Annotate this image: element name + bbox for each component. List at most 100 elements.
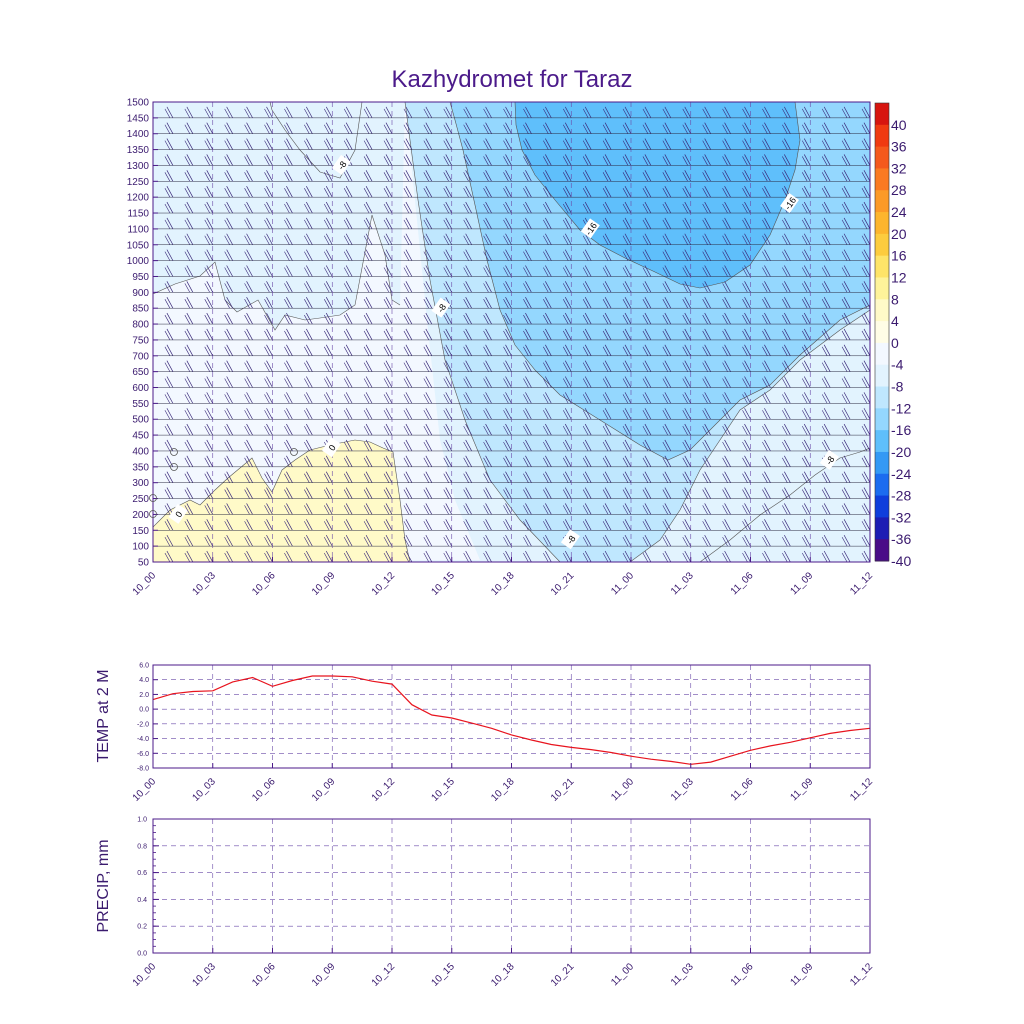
wind-barb [823, 170, 831, 182]
wind-barb [664, 265, 672, 277]
wind-barb [266, 201, 273, 214]
wind-barb [764, 487, 771, 499]
wind-barb [226, 344, 233, 356]
colorbar-swatch [875, 430, 889, 453]
wind-barb [764, 550, 771, 562]
wind-barb [644, 439, 652, 452]
wind-barb [405, 344, 413, 356]
wind-barb [843, 233, 851, 245]
wind-barb [584, 312, 592, 325]
wind-barb [724, 186, 731, 198]
wind-barb [405, 265, 413, 277]
temp-time-label: 10_18 [489, 776, 517, 804]
wind-barb [206, 455, 214, 467]
wind-barb [425, 233, 433, 245]
wind-barb [465, 312, 472, 325]
wind-barb [485, 423, 492, 436]
wind-barb [564, 439, 572, 452]
wind-barb [266, 297, 273, 309]
wind-barb [684, 265, 692, 277]
wind-barb [425, 376, 433, 388]
wind-barb [525, 328, 532, 341]
wind-barb [764, 328, 771, 341]
wind-barb [186, 439, 194, 452]
wind-barb [764, 392, 771, 404]
wind-barb [485, 534, 492, 547]
wind-barb [624, 487, 632, 499]
colorbar-swatch [875, 364, 889, 388]
wind-barb [246, 392, 253, 404]
wind-barb [724, 217, 731, 230]
wind-barb [306, 138, 313, 150]
wind-barb [803, 249, 811, 261]
wind-barb [286, 312, 293, 325]
wind-barb [345, 106, 353, 119]
wind-barb [644, 312, 652, 325]
wind-barb [584, 138, 592, 150]
wind-barb [644, 487, 652, 499]
wind-barb [186, 233, 194, 245]
wind-barb [545, 360, 552, 372]
contour-lines [153, 102, 870, 562]
wind-barb [823, 344, 831, 356]
wind-barb [206, 344, 214, 356]
wind-barb [385, 360, 393, 372]
height-tick-label: 850 [132, 304, 149, 315]
wind-barb [584, 550, 592, 562]
wind-barb [803, 455, 811, 467]
wind-barb [286, 423, 293, 436]
wind-barb [604, 519, 612, 531]
wind-barb [186, 122, 194, 134]
contour-band-plus0 [153, 440, 410, 562]
wind-barb [206, 487, 214, 499]
wind-barb [206, 376, 214, 388]
wind-barb [365, 360, 373, 372]
wind-barb [226, 265, 233, 277]
wind-barb [425, 249, 433, 261]
wind-barb [266, 154, 273, 166]
wind-barb [704, 376, 711, 388]
wind-barb [385, 170, 393, 182]
wind-barb [803, 281, 811, 293]
wind-barb [849, 102, 851, 103]
wind-barb [186, 281, 194, 293]
wind-barb [166, 106, 174, 119]
wind-barb [525, 455, 532, 467]
main-time-label: 10_06 [250, 570, 278, 598]
contour-label: 0 [168, 503, 188, 524]
wind-barb [465, 550, 472, 562]
wind-barb [445, 344, 453, 356]
wind-barb [485, 408, 492, 420]
wind-barb [286, 297, 293, 309]
wind-barb [764, 297, 771, 309]
wind-barb [325, 519, 333, 531]
wind-barb [385, 487, 393, 499]
wind-barb [246, 423, 253, 436]
wind-barb [206, 534, 214, 547]
wind-barb [624, 122, 632, 134]
wind-barb [345, 312, 353, 325]
wind-barb [724, 487, 731, 499]
main-time-label: 10_12 [370, 570, 398, 598]
temperature-tick-label: 0.0 [139, 707, 149, 714]
wind-barb [545, 550, 552, 562]
wind-barb [505, 455, 512, 467]
wind-barb [863, 106, 870, 119]
wind-barb [764, 455, 771, 467]
wind-barb [664, 249, 672, 261]
wind-barb [246, 122, 253, 134]
wind-barb [644, 534, 652, 547]
wind-barb [525, 519, 532, 531]
wind-barb [306, 297, 313, 309]
wind-barb [166, 217, 174, 230]
wind-barb [505, 439, 512, 452]
wind-barb [286, 376, 293, 388]
temp-time-label: 11_09 [788, 776, 815, 803]
wind-barb [624, 217, 632, 230]
wind-barb [345, 233, 353, 245]
wind-barb [584, 503, 592, 515]
wind-barb [345, 439, 353, 452]
wind-barb [505, 170, 512, 182]
precipitation-grid [153, 818, 870, 954]
wind-barb [843, 344, 851, 356]
